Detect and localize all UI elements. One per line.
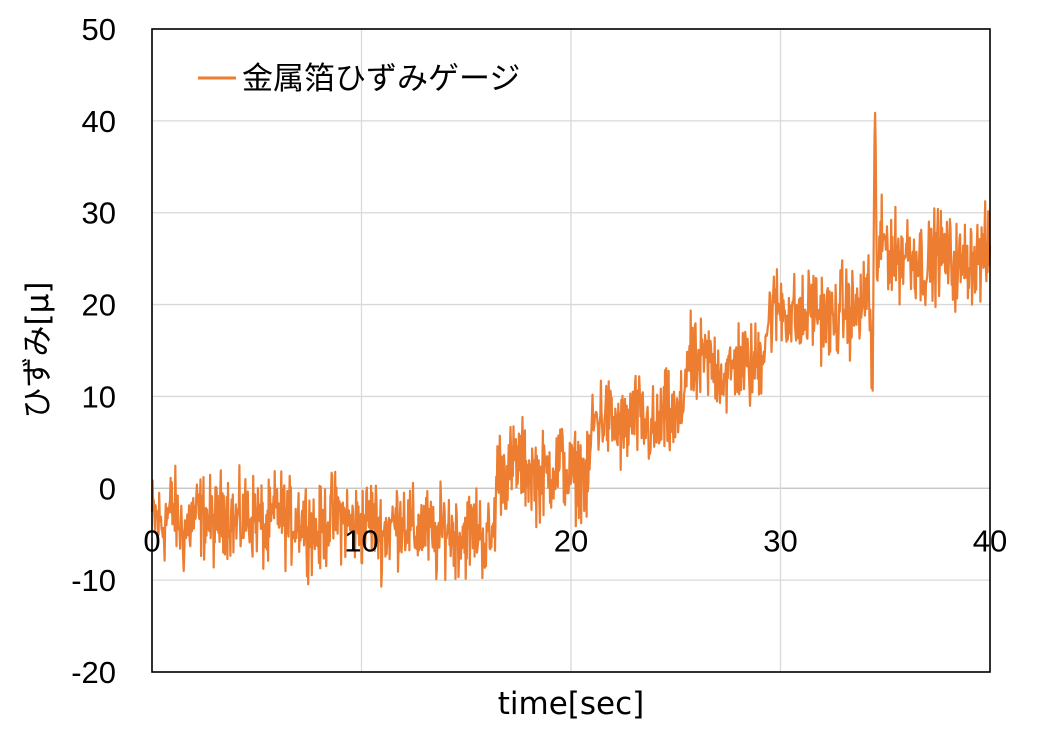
x-axis-title: time[sec] <box>498 686 645 722</box>
legend: 金属箔ひずみゲージ <box>198 61 520 97</box>
y-tick-label: 30 <box>82 196 116 231</box>
x-tick-label: 0 <box>143 523 160 558</box>
y-tick-label: 20 <box>82 288 116 323</box>
y-tick-label: -20 <box>71 655 116 690</box>
y-tick-label: 50 <box>82 12 116 47</box>
series-layer <box>150 111 992 588</box>
legend-label: 金属箔ひずみゲージ <box>242 61 520 97</box>
tick-labels: -20 -10 0 10 20 30 40 50 0 10 20 30 40 <box>71 12 1007 690</box>
y-tick-label: 40 <box>82 104 116 139</box>
series-line-strain-gauge <box>150 111 992 588</box>
x-tick-label: 20 <box>554 523 588 558</box>
plot-frame <box>151 28 991 673</box>
x-tick-label: 10 <box>344 523 378 558</box>
y-tick-label: 10 <box>82 379 116 414</box>
x-tick-label: 30 <box>763 523 797 558</box>
y-tick-label: 0 <box>99 471 116 506</box>
y-tick-label: -10 <box>71 563 116 598</box>
y-axis-title: ひずみ[μ] <box>20 282 56 419</box>
x-tick-label: 40 <box>973 523 1007 558</box>
grid <box>151 28 991 673</box>
